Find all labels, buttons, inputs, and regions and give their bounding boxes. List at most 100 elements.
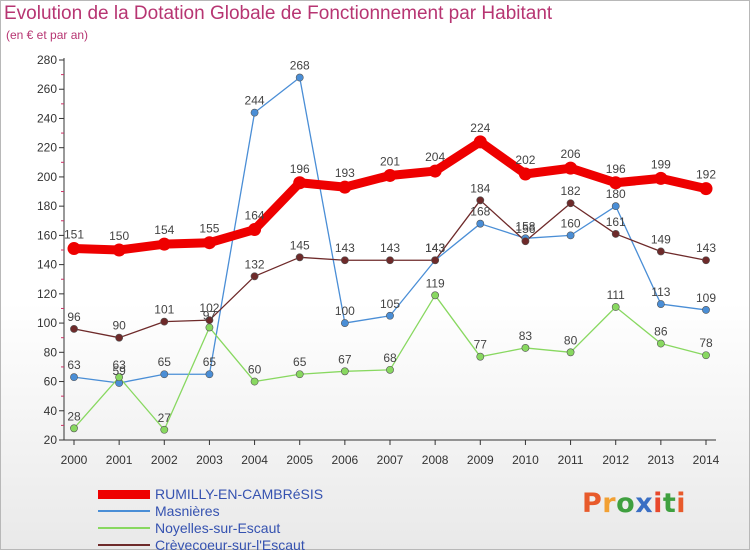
x-tick-label: 2000 [61,453,88,467]
logo-letter: x [635,488,654,519]
data-point [160,317,169,326]
data-label: 156 [515,222,535,236]
data-point [702,256,710,265]
data-point [702,351,710,360]
data-label: 192 [696,168,716,182]
data-point [702,306,710,314]
y-tick-label: 20 [44,433,58,447]
data-point [521,237,530,246]
data-points [67,73,713,434]
data-point [250,108,259,117]
data-point [611,230,620,238]
x-tick-label: 2012 [602,453,629,467]
data-label: 143 [380,241,400,255]
data-label: 204 [425,150,445,164]
y-tick-label: 200 [37,170,57,184]
x-tick-label: 2010 [512,453,539,467]
y-tick-label: 220 [37,141,57,155]
data-label: 145 [290,238,310,252]
data-label: 119 [426,276,445,290]
data-point [566,199,575,208]
data-label: 149 [651,232,671,246]
data-point [476,352,485,361]
chart-title: Evolution de la Dotation Globale de Fonc… [4,3,553,24]
data-point [160,425,169,434]
data-label: 143 [425,241,445,255]
data-label: 109 [696,291,716,305]
x-tick-label: 2006 [332,453,359,467]
data-label: 154 [154,223,174,237]
data-point [656,339,665,348]
y-tick-label: 120 [37,287,57,301]
data-point [656,247,665,256]
data-label: 28 [67,409,81,423]
x-tick-label: 2004 [241,453,268,467]
logo-letter: P [582,488,603,519]
data-label: 168 [470,205,490,219]
data-point [70,424,78,433]
data-point [699,182,713,196]
data-label: 96 [67,310,81,324]
data-point [383,168,397,182]
y-tick-label: 180 [37,199,57,213]
data-point [611,202,620,211]
data-point [564,161,578,175]
data-label: 65 [293,355,307,369]
logo-letter: i [653,488,663,519]
data-point [431,291,440,300]
data-point [476,219,485,228]
data-label: 201 [380,154,400,168]
data-point [428,164,442,178]
data-label: 202 [515,153,535,167]
data-point [656,300,665,308]
x-tick-label: 2005 [286,453,313,467]
data-label: 160 [561,216,581,230]
y-tick-label: 40 [44,404,58,418]
data-point [250,377,259,386]
data-label: 143 [425,241,445,255]
logo-letter: t [662,488,677,519]
data-label: 27 [158,411,172,425]
x-tick-label: 2014 [693,453,720,467]
data-point [205,370,214,379]
data-label: 90 [112,319,126,333]
data-point [248,223,262,237]
y-tick-label: 140 [37,258,57,272]
data-label: 111 [607,288,626,302]
data-label: 143 [335,241,355,255]
y-tick-label: 100 [37,316,57,330]
data-point [476,196,485,205]
data-point [295,73,304,82]
data-label: 113 [651,285,670,299]
data-label: 224 [470,121,490,135]
data-labels: 151 150 154 155 164 196 193 201 204 224 202 206 196 1… [64,59,716,425]
data-point [202,236,216,250]
data-point [112,243,126,257]
legend-label: RUMILLY-EN-CAMBRéSIS [155,486,324,502]
y-tick-label: 80 [44,345,58,359]
x-tick-label: 2008 [422,453,449,467]
data-point [611,303,620,311]
legend-swatch [98,544,150,546]
data-label: 63 [112,358,126,372]
data-label: 100 [335,304,355,318]
data-label: 206 [561,147,581,161]
data-point [566,231,575,240]
data-label: 151 [64,228,84,242]
logo-letter: o [616,488,636,519]
data-label: 199 [651,157,671,171]
data-point [157,237,171,251]
legend-swatch [98,527,150,529]
logo-letter: r [602,488,617,519]
data-label: 155 [199,222,219,236]
data-label: 184 [470,181,490,195]
data-point [340,256,349,265]
data-point [566,348,575,357]
axes [59,58,716,445]
data-point [340,367,349,376]
legend-swatch [98,510,150,512]
data-point [70,373,78,382]
data-point [295,253,304,262]
data-point [386,311,394,320]
